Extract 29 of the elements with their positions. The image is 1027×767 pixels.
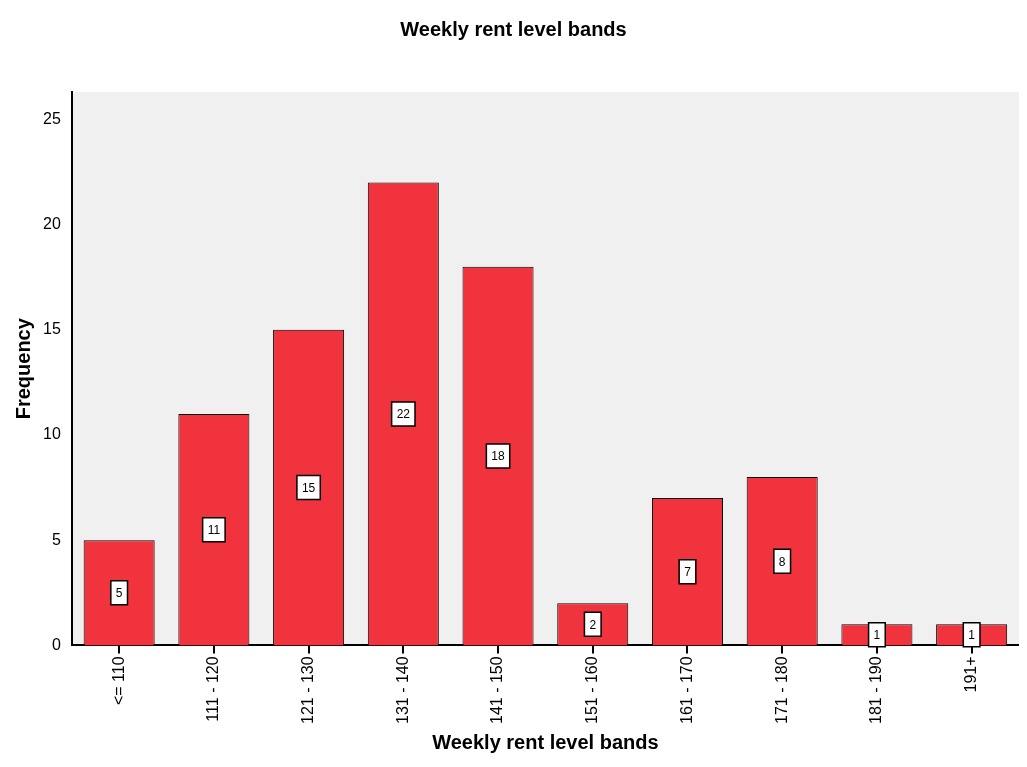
data-label: 1 (968, 628, 976, 643)
x-tick-label: 121 - 130 (299, 656, 316, 724)
data-label: 7 (684, 565, 692, 580)
x-axis-title: Weekly rent level bands (432, 730, 659, 753)
data-label: 8 (778, 554, 786, 569)
x-tick-label: 131 - 140 (393, 656, 411, 724)
y-tick-label: 10 (43, 425, 61, 443)
data-label: 11 (207, 522, 221, 537)
data-label: 22 (396, 407, 411, 422)
x-tick-label: 161 - 170 (677, 656, 695, 724)
data-label: 1 (873, 628, 881, 643)
y-tick-label: 15 (43, 320, 61, 338)
chart-title: Weekly rent level bands (400, 17, 627, 40)
data-label: 2 (589, 617, 597, 632)
x-tick-label: 191+ (962, 656, 980, 693)
x-tick-label: 181 - 190 (867, 656, 885, 724)
x-tick-label: 171 - 180 (772, 656, 790, 724)
x-tick-label: <= 110 (109, 656, 127, 706)
x-tick-label: 151 - 160 (583, 656, 601, 724)
data-label: 18 (491, 449, 506, 464)
y-tick-label: 0 (51, 635, 61, 653)
data-label: 5 (115, 586, 123, 601)
y-tick-label: 25 (43, 109, 61, 127)
y-tick-label: 20 (43, 214, 61, 232)
data-label: 15 (301, 480, 316, 495)
x-tick-label: 141 - 150 (488, 656, 506, 724)
x-tick-label: 111 - 120 (204, 656, 222, 722)
y-axis-title: Frequency (11, 317, 34, 420)
y-tick-label: 5 (51, 530, 61, 548)
